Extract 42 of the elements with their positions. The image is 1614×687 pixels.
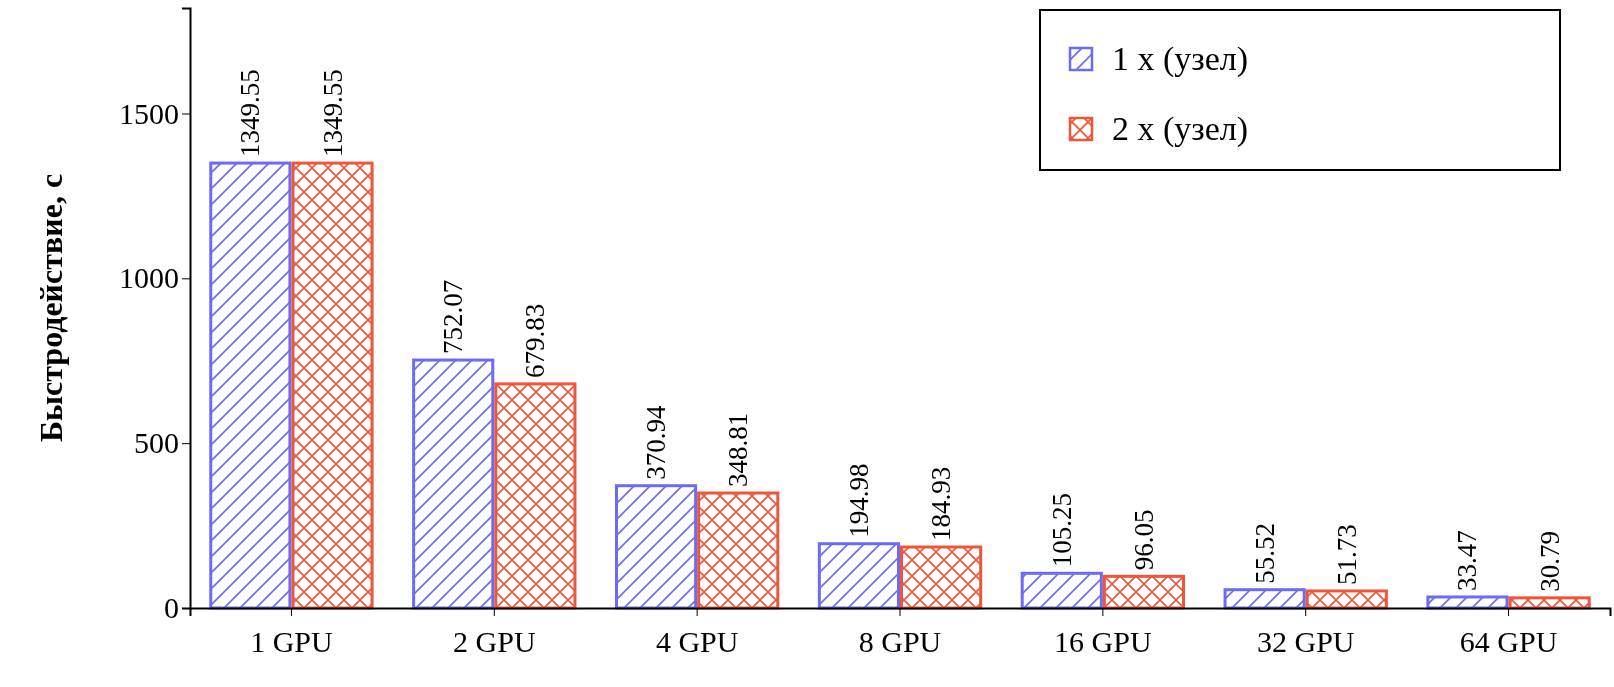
data-label: 105.25 — [1046, 493, 1077, 568]
bar — [1305, 589, 1388, 610]
x-tick-label: 16 GPU — [1054, 625, 1152, 658]
bar — [900, 545, 983, 610]
x-tick-label: 1 GPU — [250, 625, 334, 658]
bar — [1426, 595, 1509, 610]
data-label: 1349.55 — [317, 69, 348, 158]
x-tick-label: 32 GPU — [1256, 625, 1355, 658]
data-label: 348.81 — [723, 412, 754, 488]
legend-label: 1 x (узел) — [1112, 40, 1249, 78]
data-label: 33.47 — [1452, 530, 1483, 591]
data-label: 30.79 — [1534, 531, 1565, 592]
bar — [412, 358, 495, 610]
bar — [209, 161, 292, 610]
data-label: 1349.55 — [235, 69, 266, 158]
bar — [1508, 596, 1591, 610]
bar — [817, 542, 900, 610]
bar — [697, 491, 780, 610]
bar — [1102, 574, 1186, 610]
bar — [1223, 588, 1306, 610]
x-tick-label: 8 GPU — [858, 625, 942, 658]
x-tick-label: 2 GPU — [453, 625, 536, 658]
bar — [291, 161, 374, 610]
legend-label: 2 x (узел) — [1112, 110, 1249, 148]
y-tick-label: 1500 — [119, 96, 179, 130]
data-label: 370.94 — [641, 404, 672, 480]
bar — [494, 382, 577, 610]
y-axis-title: Быстродействие, с — [33, 173, 69, 443]
bar — [614, 484, 698, 610]
data-label: 55.52 — [1249, 522, 1280, 584]
bar — [1020, 571, 1103, 610]
y-tick-label: 0 — [164, 591, 179, 625]
data-label: 194.98 — [843, 463, 874, 538]
data-label: 96.05 — [1128, 509, 1159, 571]
data-label: 184.93 — [926, 466, 957, 542]
data-label: 51.73 — [1331, 524, 1362, 585]
y-tick-label: 500 — [134, 426, 179, 460]
x-tick-label: 64 GPU — [1459, 625, 1558, 658]
data-label: 679.83 — [520, 303, 551, 378]
y-tick-label: 1000 — [119, 261, 179, 295]
x-tick-label: 4 GPU — [655, 625, 739, 658]
data-label: 752.07 — [438, 279, 469, 355]
